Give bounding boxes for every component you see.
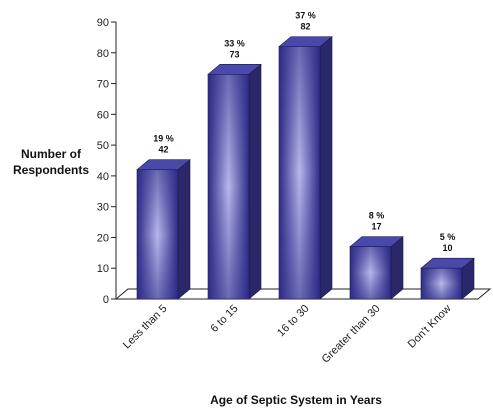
category-label: Don't Know bbox=[406, 303, 454, 351]
bar-side bbox=[248, 63, 262, 300]
bar bbox=[207, 63, 262, 300]
bar-front-shade bbox=[350, 246, 391, 299]
y-tick-label: 10 bbox=[97, 263, 109, 275]
category-label: 16 to 30 bbox=[275, 303, 312, 340]
y-tick-label: 0 bbox=[103, 294, 109, 306]
bar-front-shade bbox=[421, 268, 462, 299]
bar bbox=[136, 159, 191, 300]
value-label: 17 bbox=[371, 222, 381, 232]
category-label: Less than 5 bbox=[121, 303, 170, 352]
y-tick-label: 90 bbox=[97, 17, 109, 29]
percent-label: 5 % bbox=[440, 232, 456, 242]
bar-side bbox=[390, 236, 404, 300]
percent-label: 8 % bbox=[369, 211, 385, 221]
percent-label: 19 % bbox=[153, 134, 174, 144]
bar-side bbox=[319, 35, 333, 300]
y-tick-label: 70 bbox=[97, 79, 109, 91]
x-axis-categories: Less than 5 6 to 15 16 to 30 Greater than 3… bbox=[121, 303, 454, 366]
bar bbox=[349, 236, 404, 300]
bars bbox=[136, 35, 475, 300]
y-tick-label: 60 bbox=[97, 109, 109, 121]
y-axis: 0 10 20 30 40 50 60 70 80 90 bbox=[97, 17, 117, 306]
bar-front-shade bbox=[137, 169, 178, 299]
value-label: 73 bbox=[229, 49, 239, 59]
y-axis-title-line-1: Number of bbox=[21, 147, 82, 161]
value-label: 82 bbox=[300, 22, 310, 32]
data-labels: 19 %42 33 %73 37 %82 8 %17 5 %10 bbox=[153, 11, 455, 254]
value-label: 42 bbox=[158, 145, 168, 155]
y-tick-label: 20 bbox=[97, 232, 109, 244]
percent-label: 37 % bbox=[295, 11, 316, 21]
bar bbox=[278, 35, 333, 300]
value-label: 10 bbox=[442, 243, 452, 253]
bar bbox=[420, 257, 475, 300]
bar-front-shade bbox=[279, 46, 320, 299]
y-axis-title-line-2: Respondents bbox=[13, 163, 89, 177]
percent-label: 33 % bbox=[224, 38, 245, 48]
bar-side bbox=[177, 159, 191, 300]
y-tick-label: 50 bbox=[97, 140, 109, 152]
category-label: 6 to 15 bbox=[208, 303, 240, 335]
bar-front-shade bbox=[208, 74, 249, 299]
y-tick-label: 40 bbox=[97, 171, 109, 183]
y-tick-label: 80 bbox=[97, 48, 109, 60]
y-tick-label: 30 bbox=[97, 202, 109, 214]
category-label: Greater than 30 bbox=[320, 303, 383, 366]
x-axis-title: Age of Septic System in Years bbox=[210, 393, 382, 407]
